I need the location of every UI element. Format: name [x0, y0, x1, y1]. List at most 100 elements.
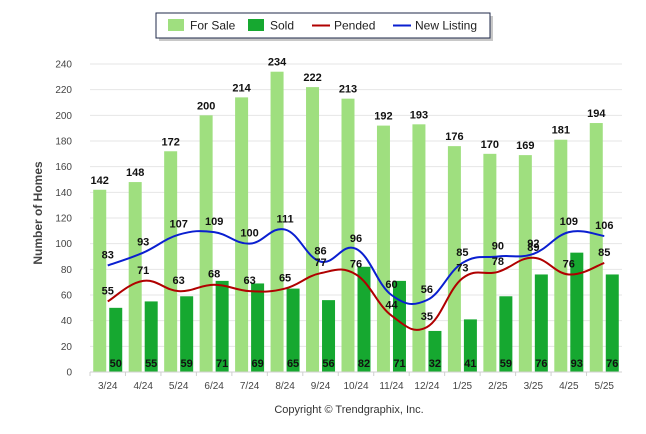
data-label-new-listing: 86	[314, 246, 326, 258]
bar-sold	[109, 307, 123, 372]
data-label-for-sale: 200	[197, 100, 215, 112]
legend-label: New Listing	[415, 19, 477, 33]
bar-sold	[215, 280, 229, 372]
bar-sold	[463, 319, 477, 372]
data-label-new-listing: 107	[169, 219, 187, 231]
legend-item-new-listing: New Listing	[393, 19, 477, 33]
x-tick-label: 7/24	[240, 381, 260, 392]
data-label-for-sale: 181	[552, 125, 570, 137]
data-label-new-listing: 106	[595, 220, 613, 232]
x-tick-label: 1/25	[453, 381, 473, 392]
bar-for-sale	[412, 124, 426, 372]
y-tick-label: 60	[61, 291, 73, 302]
bar-sold	[605, 274, 619, 372]
data-label-pended: 85	[598, 247, 610, 259]
bar-sold	[392, 280, 406, 372]
x-tick-label: 5/25	[595, 381, 615, 392]
bar-sold	[570, 252, 584, 372]
y-tick-label: 160	[55, 162, 72, 173]
x-tick-label: 10/24	[343, 381, 368, 392]
x-tick-label: 3/24	[98, 381, 118, 392]
data-label-new-listing: 92	[527, 238, 539, 250]
data-label-pended: 44	[385, 300, 398, 312]
data-label-for-sale: 170	[481, 139, 499, 151]
bar-sold	[322, 300, 336, 372]
x-tick-label: 9/24	[311, 381, 331, 392]
data-label-sold: 55	[145, 358, 157, 370]
data-label-new-listing: 90	[492, 241, 504, 253]
data-label-sold: 82	[358, 358, 370, 370]
bar-sold	[534, 274, 548, 372]
bar-for-sale	[128, 182, 142, 372]
x-tick-label: 2/25	[488, 381, 508, 392]
data-label-pended: 89	[527, 242, 539, 254]
x-tick-label: 3/25	[524, 381, 544, 392]
bar-sold	[180, 296, 194, 372]
legend-label: Pended	[334, 19, 375, 33]
data-label-pended: 76	[350, 258, 362, 270]
data-label-for-sale: 193	[410, 109, 428, 121]
data-label-sold: 59	[181, 358, 193, 370]
line-pended	[107, 256, 605, 331]
grid-layer	[90, 63, 622, 373]
bar-for-sale	[164, 151, 178, 372]
data-label-sold: 32	[429, 358, 441, 370]
data-label-pended: 63	[173, 275, 185, 287]
y-tick-label: 180	[55, 137, 72, 148]
data-label-new-listing: 56	[421, 284, 433, 296]
legend-label: Sold	[270, 19, 294, 33]
data-label-sold: 59	[500, 358, 512, 370]
bar-for-sale	[341, 98, 355, 373]
y-tick-label: 0	[66, 368, 72, 379]
data-label-for-sale: 222	[303, 72, 321, 84]
bar-sold	[251, 283, 265, 372]
bar-for-sale	[235, 97, 249, 372]
data-label-sold: 41	[464, 358, 476, 370]
bar-for-sale	[93, 189, 107, 372]
data-label-for-sale: 192	[374, 111, 392, 123]
y-tick-label: 100	[55, 239, 72, 250]
bar-for-sale	[447, 146, 461, 372]
data-label-pended: 35	[421, 311, 433, 323]
x-tick-label: 4/25	[559, 381, 579, 392]
x-tick-label: 5/24	[169, 381, 189, 392]
data-label-for-sale: 234	[268, 57, 287, 69]
bar-for-sale	[518, 155, 532, 372]
data-label-new-listing: 60	[385, 279, 397, 291]
y-tick-label: 40	[61, 316, 73, 327]
x-tick-label: 4/24	[133, 381, 153, 392]
data-label-for-sale: 169	[516, 140, 534, 152]
data-label-sold: 65	[287, 358, 299, 370]
y-tick-label: 80	[61, 265, 73, 276]
data-label-sold: 71	[393, 358, 405, 370]
x-tick-label: 11/24	[379, 381, 404, 392]
x-tick-label: 12/24	[414, 381, 439, 392]
x-tick-label: 8/24	[275, 381, 295, 392]
data-label-sold: 50	[110, 358, 122, 370]
axis-layer: 0 20 40 60 80 100 120 140 160 180 200 220 240 3/24 4/2…	[55, 60, 622, 392]
y-tick-label: 240	[55, 60, 72, 71]
bar-for-sale	[199, 115, 213, 372]
lines-layer	[107, 228, 605, 331]
bar-for-sale	[483, 153, 497, 372]
data-label-sold: 69	[251, 358, 263, 370]
data-label-new-listing: 96	[350, 233, 362, 245]
data-label-sold: 93	[571, 358, 583, 370]
data-label-pended: 71	[137, 265, 149, 277]
data-label-new-listing: 83	[102, 249, 114, 261]
legend: For Sale Sold Pended New Listing	[155, 12, 493, 41]
data-label-sold: 71	[216, 358, 228, 370]
data-label-pended: 55	[102, 285, 114, 297]
y-tick-label: 220	[55, 85, 72, 96]
data-label-sold: 76	[535, 358, 547, 370]
x-tick-label: 6/24	[204, 381, 224, 392]
y-tick-label: 120	[55, 214, 72, 225]
data-label-for-sale: 213	[339, 84, 357, 96]
data-label-new-listing: 93	[137, 237, 149, 249]
copyright-text: Copyright © Trendgraphix, Inc.	[274, 404, 423, 416]
data-label-pended: 65	[279, 273, 291, 285]
data-label-new-listing: 109	[560, 216, 578, 228]
data-label-pended: 78	[492, 256, 504, 268]
data-label-pended: 77	[314, 257, 326, 269]
